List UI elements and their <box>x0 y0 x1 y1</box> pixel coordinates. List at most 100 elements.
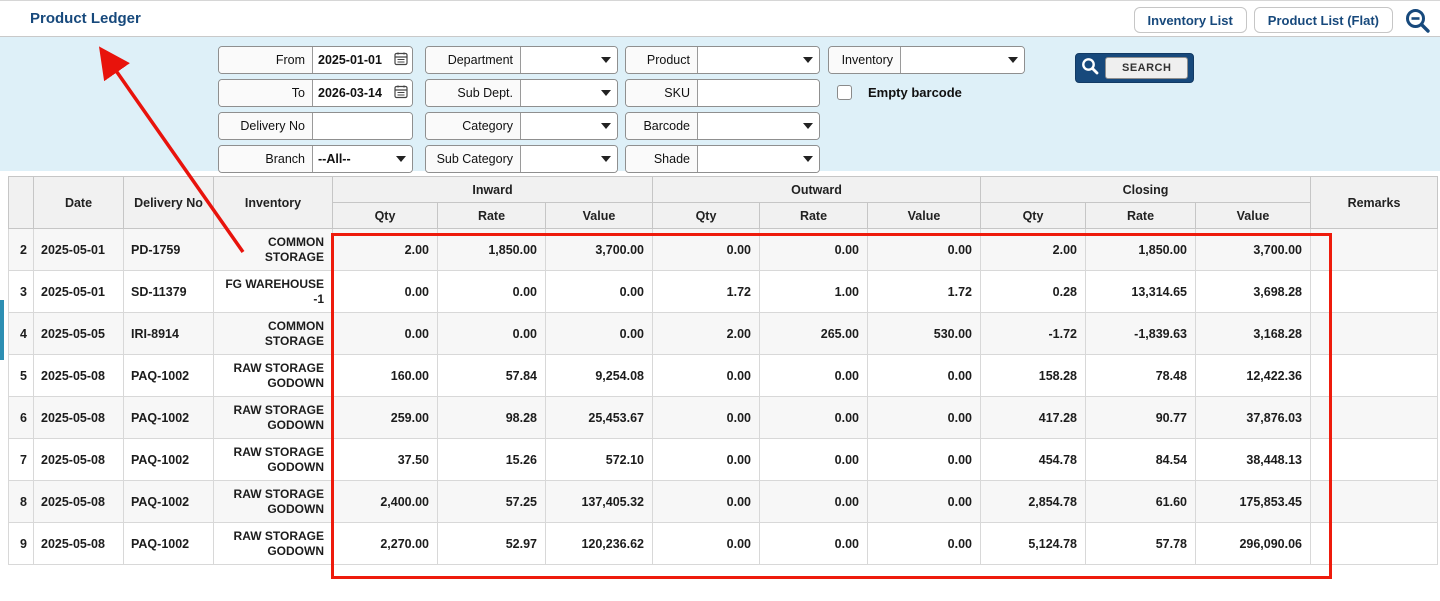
inventory-select[interactable] <box>901 47 1024 73</box>
cell-inward-qty: 259.00 <box>332 396 438 439</box>
inventory-list-button[interactable]: Inventory List <box>1133 7 1247 33</box>
cell-outward-value: 530.00 <box>867 312 981 355</box>
cell-closing-value: 175,853.45 <box>1195 480 1311 523</box>
cell-outward-qty: 0.00 <box>652 228 760 271</box>
cell-closing-value: 38,448.13 <box>1195 438 1311 481</box>
cell-closing-qty: 2,854.78 <box>980 480 1086 523</box>
calendar-icon[interactable] <box>394 52 408 69</box>
cell-outward-qty: 0.00 <box>652 354 760 397</box>
cell-inventory: COMMON STORAGE <box>213 228 333 271</box>
sub-header-outward-value: Value <box>867 202 981 229</box>
top-bar-actions: Inventory List Product List (Flat) <box>1133 6 1434 34</box>
cell-outward-qty: 0.00 <box>652 438 760 481</box>
empty-barcode-checkbox[interactable] <box>837 85 852 100</box>
cell-inward-rate: 1,850.00 <box>437 228 546 271</box>
cell-outward-value: 0.00 <box>867 354 981 397</box>
product-list-flat-button[interactable]: Product List (Flat) <box>1253 7 1393 33</box>
sku-input[interactable] <box>698 80 819 106</box>
cell-closing-value: 37,876.03 <box>1195 396 1311 439</box>
cell-outward-qty: 0.00 <box>652 396 760 439</box>
cell-remarks <box>1310 480 1438 523</box>
cell-delivery-no: PD-1759 <box>123 228 214 271</box>
sub-header-inward-rate: Rate <box>437 202 546 229</box>
branch-label: Branch <box>219 146 313 172</box>
group-header-closing: Closing <box>980 176 1311 203</box>
cell-closing-rate: -1,839.63 <box>1085 312 1196 355</box>
cell-closing-value: 12,422.36 <box>1195 354 1311 397</box>
to-date-input[interactable]: 2026-03-14 <box>313 80 412 106</box>
sub-category-label: Sub Category <box>426 146 521 172</box>
cell-inward-value: 137,405.32 <box>545 480 653 523</box>
category-select[interactable] <box>521 113 617 139</box>
ledger-row-8: 8 2025-05-08 PAQ-1002 RAW STORAGE GODOWN 2,4… <box>8 480 1438 523</box>
cell-inward-qty: 0.00 <box>332 312 438 355</box>
shade-field: Shade <box>625 145 820 173</box>
cell-date: 2025-05-08 <box>33 480 124 523</box>
product-select[interactable] <box>698 47 819 73</box>
cell-outward-rate: 0.00 <box>759 480 868 523</box>
branch-field: Branch --All-- <box>218 145 413 173</box>
cell-inward-qty: 2.00 <box>332 228 438 271</box>
department-select[interactable] <box>521 47 617 73</box>
cell-inventory: RAW STORAGE GODOWN <box>213 522 333 565</box>
cell-date: 2025-05-05 <box>33 312 124 355</box>
cell-date: 2025-05-08 <box>33 438 124 481</box>
cell-outward-rate: 1.00 <box>759 270 868 313</box>
cell-inward-value: 0.00 <box>545 312 653 355</box>
cell-inward-rate: 57.84 <box>437 354 546 397</box>
cell-closing-qty: 417.28 <box>980 396 1086 439</box>
barcode-field: Barcode <box>625 112 820 140</box>
search-button-label: SEARCH <box>1105 57 1189 79</box>
shade-select[interactable] <box>698 146 819 172</box>
row-number: 2 <box>8 228 34 271</box>
cell-delivery-no: PAQ-1002 <box>123 354 214 397</box>
chevron-down-icon <box>803 156 813 162</box>
ledger-row-4: 4 2025-05-05 IRI-8914 COMMON STORAGE 0.00 0.0… <box>8 312 1438 355</box>
cell-outward-value: 0.00 <box>867 396 981 439</box>
cell-inventory: RAW STORAGE GODOWN <box>213 396 333 439</box>
to-label: To <box>219 80 313 106</box>
group-header-outward: Outward <box>652 176 981 203</box>
sku-field: SKU <box>625 79 820 107</box>
branch-select[interactable]: --All-- <box>313 146 412 172</box>
delivery-no-field: Delivery No <box>218 112 413 140</box>
cell-inward-value: 9,254.08 <box>545 354 653 397</box>
top-bar: Product Ledger Inventory List Product Li… <box>0 0 1440 37</box>
sub-header-inward-value: Value <box>545 202 653 229</box>
cell-closing-rate: 1,850.00 <box>1085 228 1196 271</box>
from-date-input[interactable]: 2025-01-01 <box>313 47 412 73</box>
cell-outward-value: 0.00 <box>867 228 981 271</box>
cell-closing-value: 3,698.28 <box>1195 270 1311 313</box>
cell-closing-value: 3,168.28 <box>1195 312 1311 355</box>
cell-closing-rate: 90.77 <box>1085 396 1196 439</box>
ledger-row-3: 3 2025-05-01 SD-11379 FG WAREHOUSE -1 0.00 0.… <box>8 270 1438 313</box>
sub-dept-select[interactable] <box>521 80 617 106</box>
ledger-row-6: 6 2025-05-08 PAQ-1002 RAW STORAGE GODOWN 259… <box>8 396 1438 439</box>
delivery-no-input[interactable] <box>313 113 412 139</box>
cell-remarks <box>1310 354 1438 397</box>
zoom-out-icon[interactable] <box>1400 6 1434 34</box>
row-number: 3 <box>8 270 34 313</box>
cell-outward-qty: 2.00 <box>652 312 760 355</box>
sub-dept-field: Sub Dept. <box>425 79 618 107</box>
barcode-select[interactable] <box>698 113 819 139</box>
sub-category-select[interactable] <box>521 146 617 172</box>
ledger-header: Date Delivery No Inventory Inward Outward Clo… <box>8 176 1438 229</box>
chevron-down-icon <box>1008 57 1018 63</box>
cell-closing-rate: 13,314.65 <box>1085 270 1196 313</box>
sub-header-outward-qty: Qty <box>652 202 760 229</box>
row-number: 6 <box>8 396 34 439</box>
calendar-icon[interactable] <box>394 85 408 102</box>
cell-closing-qty: -1.72 <box>980 312 1086 355</box>
cell-inventory: RAW STORAGE GODOWN <box>213 354 333 397</box>
chevron-down-icon <box>601 57 611 63</box>
sub-header-closing-value: Value <box>1195 202 1311 229</box>
cell-inward-rate: 57.25 <box>437 480 546 523</box>
search-button[interactable]: SEARCH <box>1075 53 1195 83</box>
cell-closing-qty: 5,124.78 <box>980 522 1086 565</box>
cell-date: 2025-05-08 <box>33 354 124 397</box>
cell-closing-rate: 84.54 <box>1085 438 1196 481</box>
ledger-row-9: 9 2025-05-08 PAQ-1002 RAW STORAGE GODOWN 2,2… <box>8 522 1438 565</box>
cell-outward-value: 0.00 <box>867 522 981 565</box>
